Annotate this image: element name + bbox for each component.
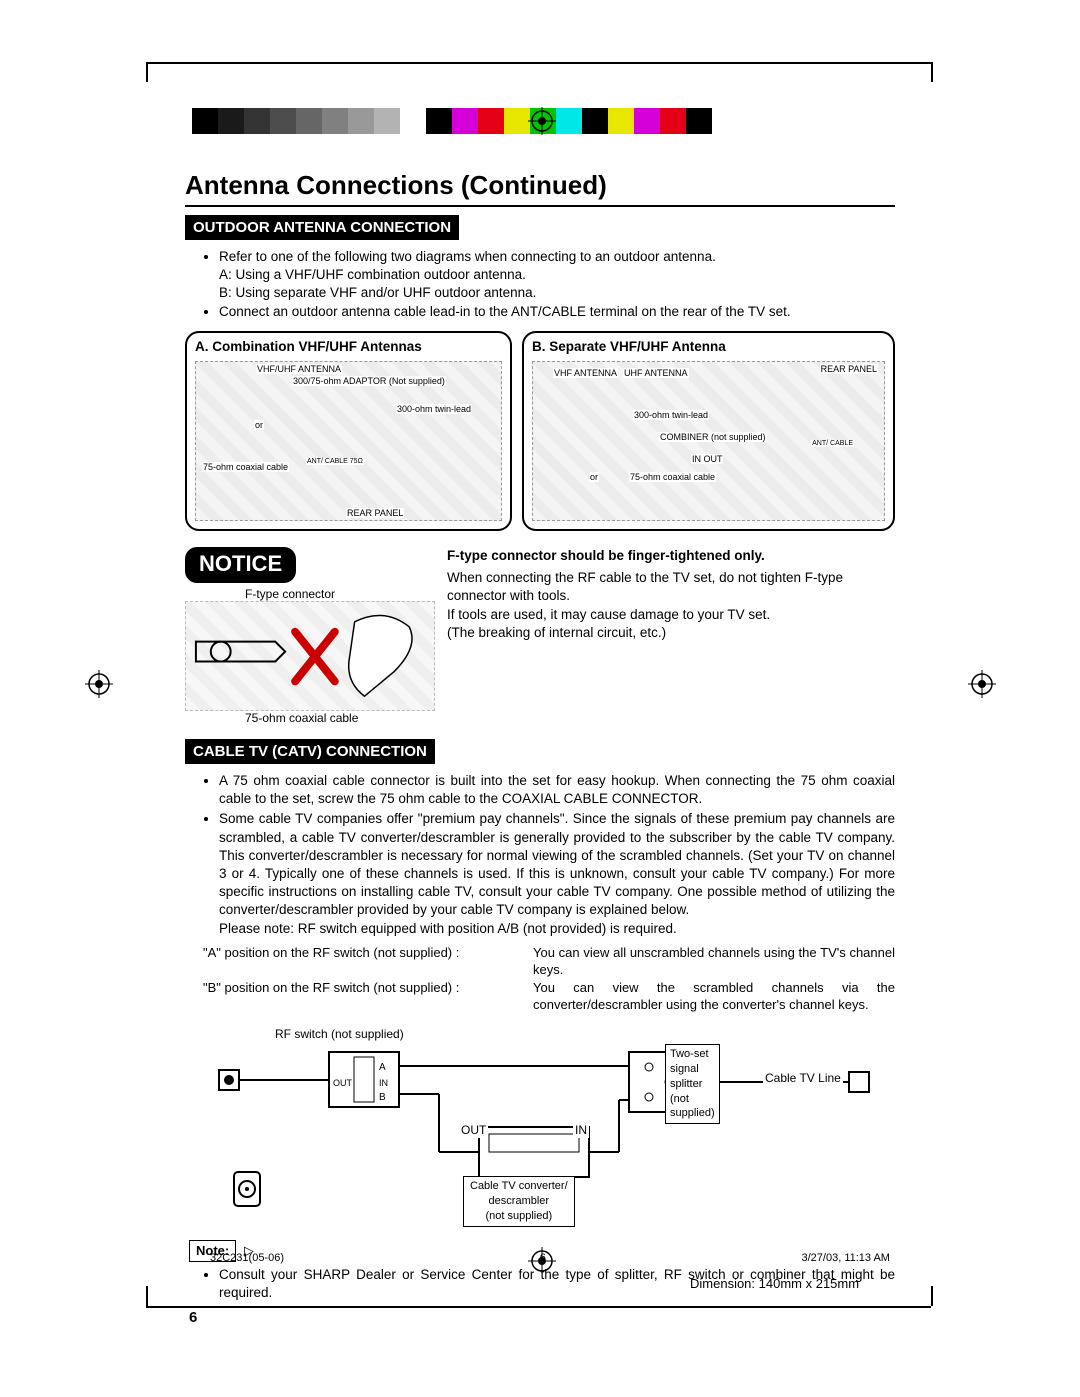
diagram-label: COMBINER (not supplied): [659, 432, 767, 442]
diagram-label: 300/75-ohm ADAPTOR (Not supplied): [292, 376, 446, 386]
bullet-text: Refer to one of the following two diagra…: [219, 249, 716, 264]
diagram-a: A. Combination VHF/UHF Antennas VHF/UHF …: [185, 331, 512, 531]
switch-grid: "A" position on the RF switch (not suppl…: [203, 944, 895, 1014]
svg-text:IN: IN: [379, 1078, 388, 1088]
page-number: 6: [189, 1308, 895, 1328]
registration-mark-icon: [528, 107, 556, 135]
color-swatch: [244, 108, 270, 134]
cable-line-label: Cable TV Line: [763, 1070, 843, 1086]
color-calibration-bar: [192, 108, 712, 134]
diagram-label: REAR PANEL: [346, 508, 404, 518]
color-swatch: [556, 108, 582, 134]
switch-b-val: You can view the scrambled channels via …: [533, 979, 895, 1014]
bullet: Connect an outdoor antenna cable lead-in…: [219, 303, 895, 321]
svg-text:A: A: [379, 1062, 386, 1073]
color-swatch: [608, 108, 634, 134]
crop-mark: [931, 1286, 933, 1306]
registration-mark-icon: [968, 670, 996, 698]
diagram-label: UHF ANTENNA: [623, 368, 689, 378]
color-swatch: [400, 108, 426, 134]
catv-bullet: Some cable TV companies offer "premium p…: [219, 810, 895, 938]
diagram-b-illustration: VHF ANTENNA UHF ANTENNA REAR PANEL 300-o…: [532, 361, 885, 521]
color-swatch: [478, 108, 504, 134]
out-label: OUT: [459, 1122, 488, 1138]
color-swatch: [504, 108, 530, 134]
diagram-label: IN OUT: [691, 454, 724, 464]
notice-row: NOTICE F-type connector 7: [185, 547, 895, 725]
notice-p1: When connecting the RF cable to the TV s…: [447, 569, 895, 605]
notice-right: F-type connector should be finger-tighte…: [447, 547, 895, 642]
crop-mark: [931, 62, 933, 82]
diagram-label: or: [254, 420, 264, 430]
color-swatch: [426, 108, 452, 134]
diagram-label: or: [589, 472, 599, 482]
footer-doc: 32C231(05-06): [210, 1252, 284, 1264]
notice-illustration: [185, 601, 435, 711]
color-swatch: [322, 108, 348, 134]
rf-switch-label: RF switch (not supplied): [273, 1026, 406, 1042]
notice-badge: NOTICE: [185, 547, 296, 583]
diagram-b-title: B. Separate VHF/UHF Antenna: [532, 339, 885, 354]
color-swatch: [218, 108, 244, 134]
diagram-label: REAR PANEL: [820, 364, 878, 374]
diagram-label: VHF/UHF ANTENNA: [256, 364, 342, 374]
page-content: Antenna Connections (Continued) OUTDOOR …: [185, 170, 895, 1328]
catv-diagram: A B OUT IN: [203, 1022, 895, 1232]
color-swatch: [374, 108, 400, 134]
switch-a-key: "A" position on the RF switch (not suppl…: [203, 944, 533, 979]
color-swatch: [192, 108, 218, 134]
catv-b2-note: Please note: RF switch equipped with pos…: [219, 921, 677, 936]
diagram-a-illustration: VHF/UHF ANTENNA 300/75-ohm ADAPTOR (Not …: [195, 361, 502, 521]
catv-section-header: CABLE TV (CATV) CONNECTION: [185, 739, 435, 764]
diagram-label: 75-ohm coaxial cable: [202, 462, 289, 472]
bullet-text: A: Using a VHF/UHF combination outdoor a…: [219, 267, 526, 282]
page-title: Antenna Connections (Continued): [185, 170, 895, 207]
switch-a-val: You can view all unscrambled channels us…: [533, 944, 895, 979]
svg-text:OUT: OUT: [333, 1078, 353, 1088]
crop-mark: [146, 62, 148, 82]
footer-page: 6: [540, 1252, 546, 1264]
catv-text: A 75 ohm coaxial cable connector is buil…: [185, 772, 895, 1328]
converter-label: Cable TV converter/ descrambler (not sup…: [463, 1176, 575, 1227]
footer-date: 3/27/03, 11:13 AM: [802, 1252, 890, 1264]
outdoor-bullets: Refer to one of the following two diagra…: [203, 248, 895, 321]
color-swatch: [296, 108, 322, 134]
crop-mark: [146, 1286, 148, 1306]
outdoor-diagram-row: A. Combination VHF/UHF Antennas VHF/UHF …: [185, 331, 895, 531]
bullet: Refer to one of the following two diagra…: [219, 248, 895, 303]
color-swatch: [582, 108, 608, 134]
notice-p2: If tools are used, it may cause damage t…: [447, 606, 895, 624]
outdoor-section-header: OUTDOOR ANTENNA CONNECTION: [185, 215, 459, 240]
color-swatch: [634, 108, 660, 134]
color-swatch: [270, 108, 296, 134]
diagram-b: B. Separate VHF/UHF Antenna VHF ANTENNA …: [522, 331, 895, 531]
notice-bottom-caption: 75-ohm coaxial cable: [245, 711, 435, 725]
diagram-label: 300-ohm twin-lead: [396, 404, 472, 414]
diagram-label: 75-ohm coaxial cable: [629, 472, 716, 482]
svg-text:B: B: [379, 1092, 386, 1103]
print-footer: 32C231(05-06) 6 3/27/03, 11:13 AM: [210, 1252, 890, 1264]
color-swatch: [348, 108, 374, 134]
dimension-label: Dimension: 140mm x 215mm: [690, 1276, 859, 1291]
diagram-label: VHF ANTENNA: [553, 368, 618, 378]
color-swatch: [686, 108, 712, 134]
diagram-label: 300-ohm twin-lead: [633, 410, 709, 420]
diagram-label: ANT/ CABLE 75Ω: [306, 458, 364, 465]
in-label: IN: [573, 1122, 589, 1138]
color-swatch: [660, 108, 686, 134]
registration-mark-icon: [85, 670, 113, 698]
notice-heading: F-type connector should be finger-tighte…: [447, 547, 895, 565]
notice-p3: (The breaking of internal circuit, etc.): [447, 624, 895, 642]
switch-b-key: "B" position on the RF switch (not suppl…: [203, 979, 533, 1014]
catv-bullet: A 75 ohm coaxial cable connector is buil…: [219, 772, 895, 808]
notice-top-caption: F-type connector: [245, 587, 435, 601]
diagram-label: ANT/ CABLE: [811, 440, 854, 447]
catv-b2: Some cable TV companies offer "premium p…: [219, 811, 895, 917]
splitter-label: Two-set signal splitter (not supplied): [665, 1044, 720, 1124]
bullet-text: B: Using separate VHF and/or UHF outdoor…: [219, 285, 536, 300]
diagram-a-title: A. Combination VHF/UHF Antennas: [195, 339, 502, 354]
notice-left: NOTICE F-type connector 7: [185, 547, 435, 725]
color-swatch: [452, 108, 478, 134]
crop-mark: [146, 62, 931, 64]
